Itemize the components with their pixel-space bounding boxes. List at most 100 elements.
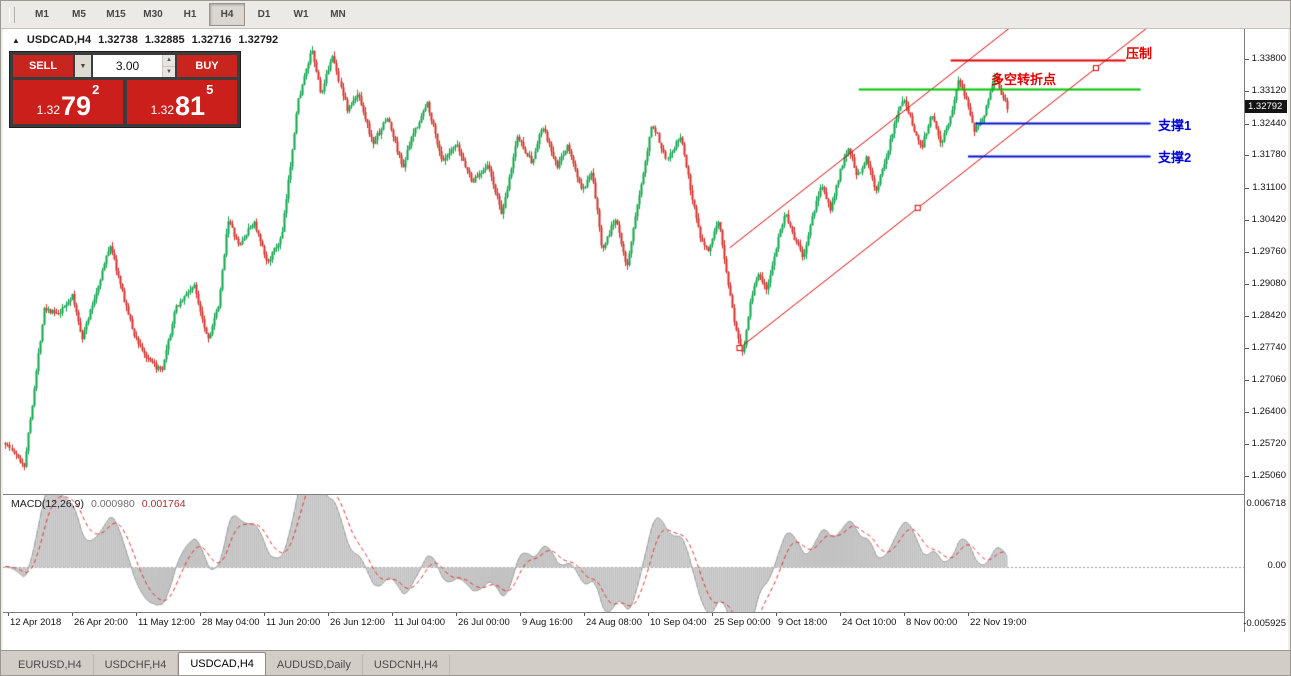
time-tick-mark — [904, 613, 905, 616]
price-tick-mark — [1245, 220, 1249, 221]
one-click-trade-panel: SELL ▼ 3.00 ▲ ▼ BUY 1.32 — [9, 51, 241, 128]
ohlc-low: 1.32716 — [191, 34, 232, 46]
timeframe-w1-button[interactable]: W1 — [293, 9, 309, 20]
plot-area: ▲ USDCAD,H4 1.32738 1.32885 1.32716 1.32… — [3, 29, 1245, 632]
volume-input[interactable]: 3.00 ▲ ▼ — [93, 55, 175, 77]
macd-label: MACD(12,26,9) — [11, 498, 84, 510]
time-tick-label: 10 Sep 04:00 — [650, 617, 707, 628]
time-tick-mark — [712, 613, 713, 616]
price-tick-label: 1.29080 — [1251, 278, 1286, 290]
time-tick-label: 8 Nov 00:00 — [906, 617, 958, 628]
time-tick-label: 22 Nov 19:00 — [970, 617, 1027, 628]
time-tick-mark — [520, 613, 521, 616]
macd-value: 0.000980 — [90, 498, 135, 510]
time-tick-label: 26 Jul 00:00 — [458, 617, 510, 628]
time-tick-mark — [968, 613, 969, 616]
sell-price-prefix: 1.32 — [36, 103, 61, 117]
timeframe-h1-button[interactable]: H1 — [183, 9, 197, 20]
volume-step-down-icon[interactable]: ▼ — [163, 66, 175, 77]
time-tick-mark — [136, 613, 137, 616]
timeframe-m5-button[interactable]: M5 — [72, 9, 86, 20]
macd-canvas[interactable] — [3, 495, 1245, 631]
tab-audusd-daily[interactable]: AUDUSD,Daily — [266, 655, 363, 675]
volume-stepper: ▲ ▼ — [162, 55, 175, 77]
time-tick-label: 24 Oct 10:00 — [842, 617, 897, 628]
time-tick-label: 26 Jun 12:00 — [330, 617, 385, 628]
toolbar-grip[interactable] — [9, 6, 15, 23]
volume-dropdown-icon[interactable]: ▼ — [75, 55, 91, 77]
tab-eurusd-h4[interactable]: EURUSD,H4 — [7, 655, 94, 675]
pane-divider[interactable] — [3, 494, 1245, 495]
time-tick-label: 28 May 04:00 — [202, 617, 260, 628]
pivot-annotation[interactable]: 多空转折点 — [991, 72, 1057, 87]
price-tick-label: 1.25720 — [1251, 438, 1286, 450]
sell-price-point: 2 — [92, 82, 100, 97]
macd-scale-bottom: -0.005925 — [1243, 618, 1286, 629]
time-tick-label: 12 Apr 2018 — [10, 617, 62, 628]
time-tick-label: 26 Apr 20:00 — [74, 617, 128, 628]
volume-step-up-icon[interactable]: ▲ — [163, 55, 175, 67]
chart-tabbar: EURUSD,H4 USDCHF,H4 USDCAD,H4 AUDUSD,Dai… — [1, 650, 1290, 675]
sell-price-pips: 79 — [61, 91, 92, 122]
volume-value[interactable]: 3.00 — [115, 59, 140, 73]
price-tick-mark — [1245, 380, 1249, 381]
time-axis[interactable]: 12 Apr 2018 26 Apr 20:00 11 May 12:00 28 Ma… — [3, 612, 1245, 632]
time-tick-mark — [8, 613, 9, 616]
time-tick-mark — [328, 613, 329, 616]
time-tick-mark — [200, 613, 201, 616]
price-tick-mark — [1245, 188, 1249, 189]
price-tick-mark — [1245, 124, 1249, 125]
timeframe-h4-button[interactable]: H4 — [209, 3, 245, 26]
price-tick-mark — [1245, 252, 1249, 253]
resistance-annotation[interactable]: 压制 — [1126, 46, 1153, 61]
time-tick-label: 11 May 12:00 — [138, 617, 195, 628]
price-scale[interactable]: 1.32792 0.006718 0.00 -0.005925 1.33800 1… — [1243, 29, 1288, 632]
support2-annotation[interactable]: 支撑2 — [1158, 150, 1192, 165]
price-tick-label: 1.29760 — [1251, 245, 1286, 257]
price-tick-label: 1.30420 — [1251, 214, 1286, 226]
buy-price-box[interactable]: 1.32 81 5 — [127, 80, 237, 124]
macd-scale-top: 0.006718 — [1246, 498, 1286, 509]
timeframe-d1-button[interactable]: D1 — [257, 9, 271, 20]
tab-usdchf-h4[interactable]: USDCHF,H4 — [94, 655, 179, 675]
tab-usdcnh-h4[interactable]: USDCNH,H4 — [363, 655, 451, 675]
price-tick-label: 1.27740 — [1251, 342, 1286, 354]
timeframe-m15-button[interactable]: M15 — [106, 9, 126, 20]
timeframe-mn-button[interactable]: MN — [330, 9, 346, 20]
timeframe-m1-button[interactable]: M1 — [35, 9, 49, 20]
time-tick-mark — [456, 613, 457, 616]
tab-usdcad-h4[interactable]: USDCAD,H4 — [178, 652, 266, 675]
price-tick-label: 1.31780 — [1251, 149, 1286, 161]
macd-header: MACD(12,26,9) 0.000980 0.001764 — [11, 498, 186, 510]
price-tick-label: 1.33800 — [1251, 53, 1286, 65]
chart-region: ▲ USDCAD,H4 1.32738 1.32885 1.32716 1.32… — [3, 29, 1288, 651]
price-tick-label: 1.32440 — [1251, 117, 1286, 129]
timeframe-m30-button[interactable]: M30 — [143, 9, 163, 20]
time-tick-label: 11 Jun 20:00 — [266, 617, 321, 628]
price-tick-mark — [1245, 316, 1249, 317]
current-price-badge: 1.32792 — [1245, 100, 1287, 114]
time-tick-label: 9 Aug 16:00 — [522, 617, 573, 628]
time-tick-mark — [584, 613, 585, 616]
buy-price-prefix: 1.32 — [150, 103, 175, 117]
one-click-panel-toggle-icon[interactable]: ▲ — [12, 35, 20, 45]
price-tick-mark — [1245, 284, 1249, 285]
price-tick-label: 1.26400 — [1251, 405, 1286, 417]
price-tick-mark — [1245, 155, 1249, 156]
time-tick-mark — [264, 613, 265, 616]
macd-scale-zero: 0.00 — [1267, 560, 1287, 571]
price-tick-label: 1.27060 — [1251, 374, 1286, 386]
buy-button[interactable]: BUY — [177, 55, 237, 77]
price-tick-mark — [1245, 91, 1249, 92]
price-tick-mark — [1245, 444, 1249, 445]
time-tick-label: 11 Jul 04:00 — [394, 617, 446, 628]
support1-annotation[interactable]: 支撑1 — [1158, 118, 1192, 133]
price-tick-mark — [1245, 59, 1249, 60]
macd-signal-value: 0.001764 — [141, 498, 186, 510]
time-tick-mark — [72, 613, 73, 616]
time-tick-label: 24 Aug 08:00 — [586, 617, 642, 628]
sell-price-box[interactable]: 1.32 79 2 — [13, 80, 123, 124]
symbol-header: ▲ USDCAD,H4 1.32738 1.32885 1.32716 1.32… — [12, 34, 278, 46]
sell-button[interactable]: SELL — [13, 55, 73, 77]
